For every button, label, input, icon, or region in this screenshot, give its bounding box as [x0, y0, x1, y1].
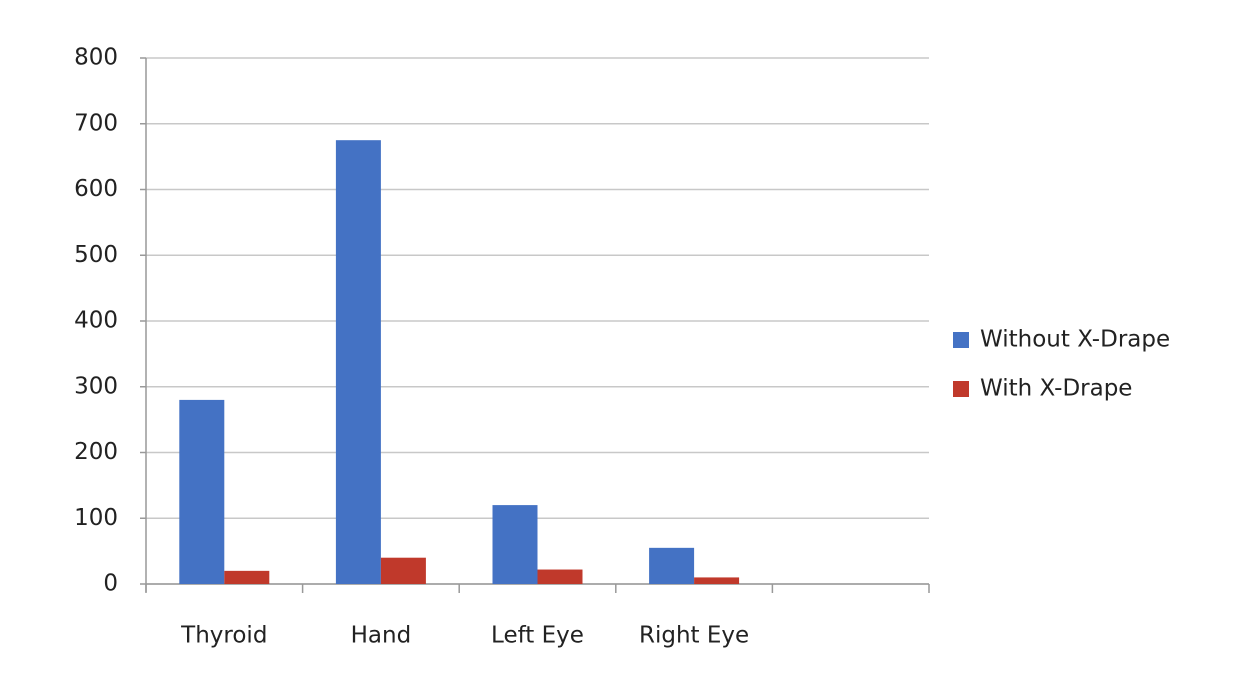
y-tick-label: 300 [74, 373, 118, 399]
bar [179, 399, 225, 584]
y-tick-label: 600 [74, 176, 118, 202]
y-tick-label: 800 [74, 45, 118, 71]
bar [694, 577, 740, 584]
bar [335, 140, 381, 584]
bar [224, 570, 270, 584]
legend-swatch [953, 381, 969, 397]
x-tick-label: Thyroid [180, 623, 267, 649]
bar [492, 505, 538, 584]
y-tick-label: 200 [74, 439, 118, 465]
bar [649, 547, 695, 584]
legend-label: Without X-Drape [980, 327, 1170, 353]
bar [380, 557, 426, 584]
legend-label: With X-Drape [980, 376, 1132, 402]
x-tick-label: Left Eye [491, 623, 584, 649]
x-tick-label: Right Eye [639, 623, 749, 649]
y-tick-label: 700 [74, 110, 118, 136]
y-tick-label: 400 [74, 308, 118, 334]
y-tick-label: 500 [74, 242, 118, 268]
y-tick-label: 100 [74, 505, 118, 531]
legend-swatch [953, 332, 969, 348]
x-tick-label: Hand [351, 623, 412, 649]
bar [537, 569, 583, 584]
y-tick-label: 0 [103, 571, 118, 597]
